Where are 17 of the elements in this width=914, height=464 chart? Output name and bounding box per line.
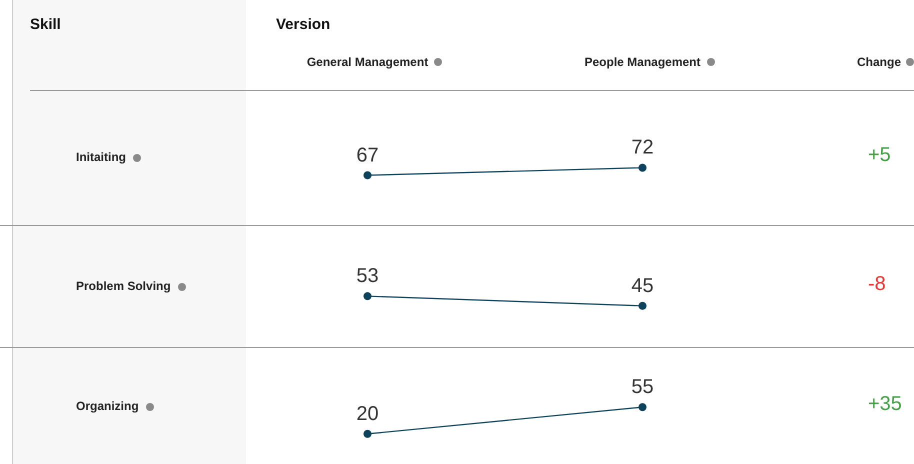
x-tick-label: General Management [306, 55, 428, 69]
text: Skill [30, 16, 61, 33]
data-label: 45 [631, 274, 654, 297]
text: +5 [868, 144, 891, 166]
y-axis-title: Initaiting [76, 150, 126, 164]
data-label: 53 [356, 265, 379, 288]
data-label: 55 [631, 376, 654, 398]
text: -8 [868, 273, 886, 296]
x-tick-label: People Management [584, 55, 701, 69]
data-label: 67 [356, 144, 379, 166]
data-label: 72 [631, 136, 654, 159]
text: Change [857, 55, 902, 69]
y-axis-title: Problem Solving [76, 279, 171, 293]
data-label: 20 [356, 402, 379, 425]
chart-title: Version [276, 16, 330, 33]
y-axis-title: Organizing [76, 398, 139, 412]
text: +35 [868, 392, 902, 416]
